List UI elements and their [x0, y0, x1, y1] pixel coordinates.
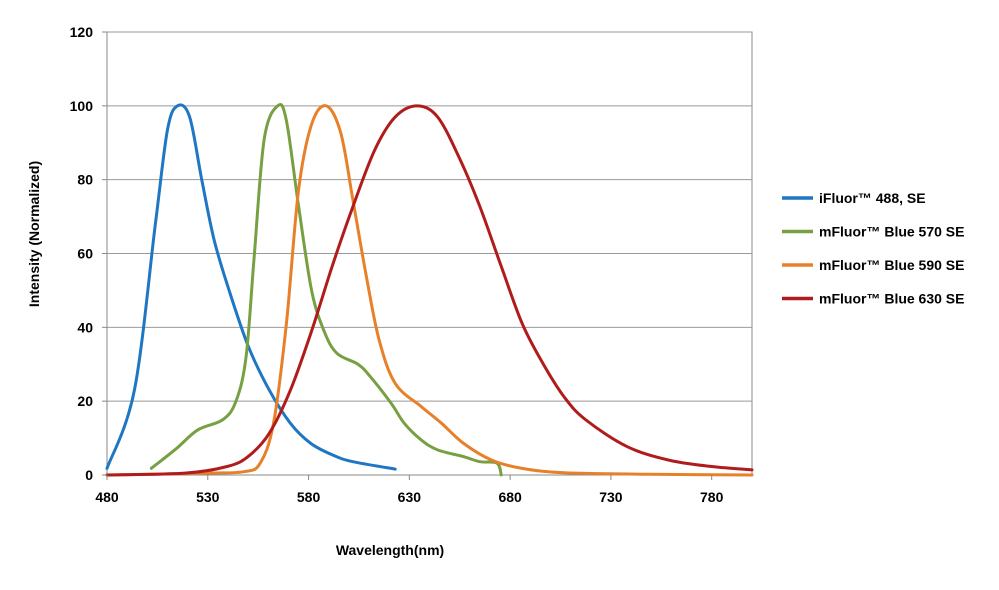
y-tick-label: 120 — [70, 24, 94, 40]
y-axis-label: Intensity (Normalized) — [26, 161, 42, 307]
legend-label-3: mFluor™ Blue 590 SE — [819, 257, 964, 273]
series-lines — [105, 103, 754, 477]
legend-label-1: iFluor™ 488, SE — [819, 190, 926, 206]
series-line-4 — [105, 104, 754, 477]
legend: iFluor™ 488, SE mFluor™ Blue 570 SE mFluor… — [782, 190, 964, 307]
y-tick-label: 100 — [70, 98, 94, 114]
series-line-2 — [149, 103, 503, 477]
series-line-1 — [105, 103, 397, 471]
axes: 0 20 40 60 80 100 120 480 530 580 630 680 730 780 — [70, 24, 724, 505]
x-tick-label: 480 — [95, 489, 119, 505]
x-tick-label: 580 — [297, 489, 321, 505]
y-tick-label: 40 — [77, 319, 93, 335]
x-tick-label: 530 — [196, 489, 220, 505]
y-tick-label: 0 — [85, 467, 93, 483]
y-tick-label: 80 — [77, 172, 93, 188]
x-tick-label: 780 — [700, 489, 724, 505]
y-tick-label: 60 — [77, 246, 93, 262]
series-line-3 — [105, 104, 754, 477]
x-axis-label: Wavelength(nm) — [336, 542, 444, 558]
gridlines — [106, 31, 753, 476]
legend-label-2: mFluor™ Blue 570 SE — [819, 224, 964, 240]
x-tick-label: 630 — [398, 489, 422, 505]
x-tick-label: 730 — [599, 489, 623, 505]
y-tick-label: 20 — [77, 393, 93, 409]
legend-label-4: mFluor™ Blue 630 SE — [819, 291, 964, 307]
x-tick-label: 680 — [498, 489, 522, 505]
